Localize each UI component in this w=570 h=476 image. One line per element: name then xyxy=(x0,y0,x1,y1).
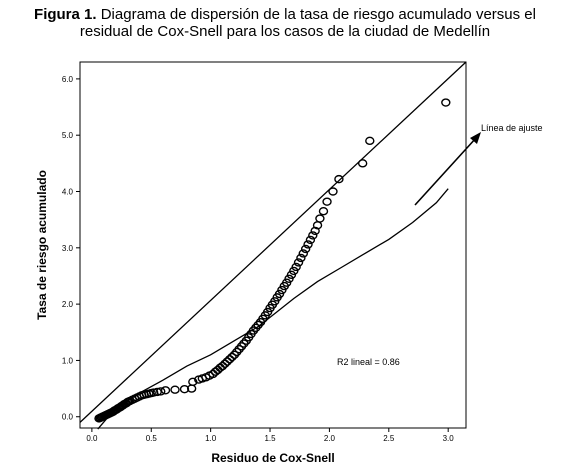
fit-label-arrowhead xyxy=(470,132,481,144)
x-tick-label: 0.0 xyxy=(86,434,98,443)
data-point xyxy=(357,159,368,168)
fit-label-arrow xyxy=(414,137,477,206)
data-point xyxy=(179,384,190,394)
data-point xyxy=(334,174,344,184)
data-point xyxy=(296,253,306,263)
x-tick-label: 1.0 xyxy=(205,434,217,443)
data-point xyxy=(328,187,338,196)
y-tick-label: 2.0 xyxy=(62,300,74,309)
x-tick-label: 0.5 xyxy=(146,434,158,443)
data-point xyxy=(300,244,311,254)
y-tick-label: 3.0 xyxy=(62,244,74,253)
caption-text-2: residual de Cox-Snell para los casos de … xyxy=(79,23,491,40)
data-point xyxy=(308,231,318,240)
data-point xyxy=(170,385,180,394)
data-point xyxy=(318,207,329,216)
data-point xyxy=(441,98,451,107)
y-tick-label: 0.0 xyxy=(62,413,74,422)
data-point xyxy=(310,226,320,236)
x-tick-label: 1.5 xyxy=(264,434,276,443)
data-point xyxy=(227,352,237,362)
data-point xyxy=(315,214,325,223)
caption-label: Figura 1. xyxy=(34,6,97,23)
data-point xyxy=(217,361,228,371)
data-point xyxy=(322,197,332,206)
data-point xyxy=(293,258,304,267)
y-tick-label: 4.0 xyxy=(62,188,74,197)
data-point xyxy=(156,387,166,396)
x-tick-label: 2.0 xyxy=(324,434,336,443)
x-tick-label: 2.5 xyxy=(383,434,395,443)
data-point xyxy=(224,355,235,364)
figure-caption: Figura 1. Diagrama de dispersión de la t… xyxy=(0,6,570,40)
data-point xyxy=(148,388,159,397)
data-point xyxy=(291,262,301,272)
r2-annotation: R2 lineal = 0.86 xyxy=(337,357,400,367)
caption-line-1: Figura 1. Diagrama de dispersión de la t… xyxy=(0,6,570,23)
y-axis-title: Tasa de riesgo acumulado xyxy=(35,170,49,320)
fit-line xyxy=(97,188,449,430)
x-axis-title: Residuo de Cox-Snell xyxy=(211,451,334,465)
y-tick-label: 6.0 xyxy=(62,75,74,84)
data-point xyxy=(222,357,232,366)
reference-diagonal-line xyxy=(79,61,467,423)
data-point xyxy=(220,359,230,369)
data-point xyxy=(365,136,375,146)
x-tick-label: 3.0 xyxy=(443,434,455,443)
data-point xyxy=(160,386,171,395)
data-point xyxy=(188,377,198,387)
caption-text-1: Diagrama de dispersión de la tasa de rie… xyxy=(100,6,536,23)
data-point xyxy=(303,240,313,249)
y-tick-label: 1.0 xyxy=(62,356,74,365)
fit-line-label: Línea de ajuste xyxy=(481,123,543,133)
data-point xyxy=(298,249,308,258)
y-tick-label: 5.0 xyxy=(62,131,74,140)
data-point xyxy=(305,235,316,245)
plot-frame xyxy=(79,61,467,429)
